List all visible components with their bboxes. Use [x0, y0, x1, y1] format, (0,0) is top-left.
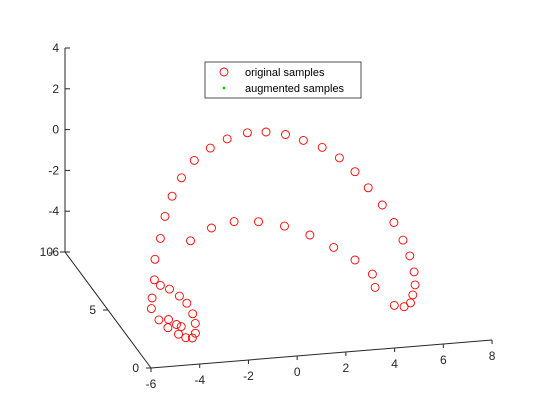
original-sample-point	[350, 167, 360, 177]
z-tick-label: -6	[48, 245, 59, 259]
original-sample-point	[261, 127, 271, 137]
original-sample-point	[188, 309, 198, 319]
z-tick-label: 2	[52, 82, 59, 96]
original-sample-point	[377, 200, 387, 210]
legend-marker-augmented	[222, 86, 226, 90]
original-sample-point	[149, 275, 159, 285]
x-tick-label: -6	[146, 377, 157, 391]
original-sample-point	[155, 233, 165, 243]
original-sample-point	[187, 333, 197, 343]
original-sample-point	[150, 254, 160, 264]
legend-label-original: original samples	[245, 67, 325, 79]
original-sample-point	[305, 230, 315, 240]
original-sample-point	[174, 329, 183, 339]
legend: original samples augmented samples	[204, 61, 362, 99]
original-sample-point	[408, 290, 418, 300]
original-sample-point	[167, 191, 177, 201]
x-tick-label: -4	[194, 373, 205, 387]
original-sample-point	[398, 235, 408, 245]
original-sample-point	[280, 221, 289, 231]
original-sample-point	[160, 211, 170, 221]
original-samples-series	[146, 127, 420, 343]
original-sample-point	[389, 218, 399, 227]
original-sample-point	[190, 318, 200, 328]
x-tick-label: 8	[489, 349, 496, 363]
original-sample-point	[164, 315, 173, 324]
original-sample-point	[334, 153, 344, 163]
original-sample-point	[174, 291, 184, 301]
original-sample-point	[154, 315, 164, 325]
x-tick-label: 2	[343, 361, 350, 375]
original-sample-point	[186, 236, 195, 246]
original-sample-point	[367, 269, 377, 279]
original-sample-point	[165, 284, 174, 294]
x-axis-line	[150, 339, 493, 369]
original-sample-point	[254, 217, 263, 227]
original-sample-point	[350, 255, 360, 265]
z-tick-label: 4	[52, 41, 59, 55]
original-sample-point	[163, 323, 173, 333]
original-sample-point	[182, 298, 192, 308]
y-tick-label: 0	[132, 361, 139, 375]
original-sample-point	[146, 304, 156, 314]
original-sample-point	[177, 173, 186, 183]
original-sample-point	[389, 300, 399, 310]
legend-box	[204, 61, 362, 99]
y-tick-label: 5	[89, 303, 96, 317]
z-tick-label: 0	[52, 123, 59, 137]
original-sample-point	[147, 293, 157, 303]
z-tick-label: -4	[48, 204, 59, 218]
original-sample-point	[298, 135, 308, 145]
original-sample-point	[406, 298, 415, 308]
ticks	[60, 47, 493, 372]
original-sample-point	[189, 155, 199, 165]
original-sample-point	[229, 217, 239, 227]
original-sample-point	[242, 128, 252, 138]
original-sample-point	[181, 333, 191, 343]
x-tick-label: -2	[243, 369, 254, 383]
original-sample-point	[176, 322, 186, 332]
original-sample-point	[363, 183, 373, 193]
x-tick-label: 0	[294, 365, 301, 379]
original-sample-point	[205, 143, 215, 153]
z-tick-label: -2	[48, 163, 59, 177]
legend-label-augmented: augmented samples	[245, 83, 345, 95]
original-sample-point	[172, 320, 181, 329]
original-sample-point	[370, 282, 380, 292]
original-sample-point	[329, 242, 339, 252]
legend-marker-original	[219, 67, 229, 77]
original-sample-point	[410, 280, 420, 290]
original-sample-point	[281, 130, 290, 139]
original-sample-point	[317, 142, 327, 152]
original-sample-point	[207, 223, 216, 233]
original-sample-point	[409, 267, 419, 277]
original-sample-point	[222, 134, 232, 144]
x-tick-label: 4	[391, 357, 398, 371]
original-sample-point	[155, 280, 165, 290]
original-sample-point	[399, 302, 409, 312]
x-tick-label: 6	[440, 353, 447, 367]
y-tick-label: 10	[40, 245, 54, 259]
original-sample-point	[190, 328, 200, 338]
original-sample-point	[405, 251, 415, 261]
